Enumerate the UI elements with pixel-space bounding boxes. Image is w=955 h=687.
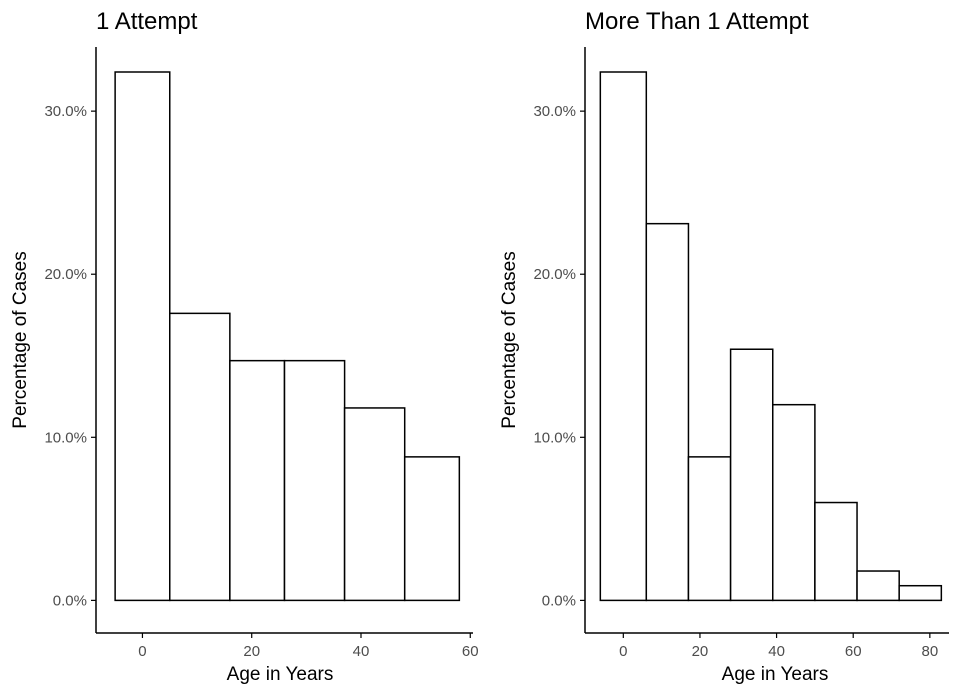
- y-tick-label: 10.0%: [533, 429, 576, 446]
- y-tick-label: 10.0%: [44, 429, 87, 446]
- histogram-bar: [599, 71, 648, 602]
- histogram-more-than-1-attempt: 0.0% 10.0% 20.0% 30.0% 0 20 40 60 80 Age in Years…: [499, 47, 949, 685]
- histogram-bar: [343, 407, 406, 602]
- histogram-bar: [687, 456, 732, 602]
- x-tick-label: 60: [845, 643, 862, 660]
- histogram-bar: [114, 71, 171, 602]
- x-tick-label: 20: [692, 643, 709, 660]
- x-tick-label: 80: [921, 643, 938, 660]
- histogram-bar: [645, 222, 690, 602]
- histogram-bar: [856, 570, 900, 602]
- histogram-bar: [771, 403, 816, 602]
- y-axis-title: Percentage of Cases: [499, 251, 520, 428]
- x-tick-label: 40: [353, 643, 370, 660]
- x-tick-label: 0: [619, 643, 627, 660]
- y-tick-label: 30.0%: [533, 103, 576, 120]
- x-axis-title: Age in Years: [227, 664, 334, 685]
- histogram-bar: [403, 456, 461, 602]
- histogram-bar: [898, 584, 943, 602]
- y-tick-label: 20.0%: [533, 266, 576, 283]
- histogram-bar: [814, 501, 858, 602]
- x-tick-label: 40: [768, 643, 785, 660]
- y-tick-label: 30.0%: [44, 103, 87, 120]
- histogram-bar: [229, 359, 286, 602]
- y-tick-label: 0.0%: [53, 592, 87, 609]
- chart-panel-1-attempt: 1 Attempt 0.0% 10.0% 20.0% 30.0% 0 20 40 60 Age …: [10, 8, 478, 685]
- chart-panel-more-than-1-attempt: More Than 1 Attempt 0.0% 10.0% 20.0% 30.0% 0…: [478, 0, 955, 687]
- y-tick-label: 0.0%: [542, 592, 576, 609]
- histogram-bar: [283, 359, 346, 602]
- histogram-1-attempt: 0.0% 10.0% 20.0% 30.0% 0 20 40 60 Age in Years Pe…: [10, 47, 478, 685]
- chart-title: 1 Attempt: [96, 8, 198, 35]
- x-tick-label: 0: [138, 643, 146, 660]
- y-axis-title: Percentage of Cases: [10, 251, 31, 428]
- x-axis-title: Age in Years: [722, 664, 829, 685]
- chart-title: More Than 1 Attempt: [585, 8, 809, 35]
- y-tick-label: 20.0%: [44, 266, 87, 283]
- histogram-bar: [729, 348, 774, 602]
- x-tick-label: 60: [462, 643, 478, 660]
- x-tick-label: 20: [243, 643, 260, 660]
- histogram-bar: [169, 312, 231, 602]
